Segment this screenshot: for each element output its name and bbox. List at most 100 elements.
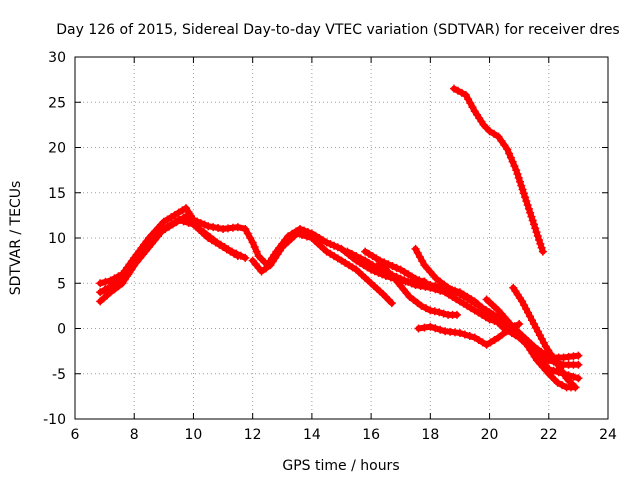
data-point bbox=[421, 304, 430, 313]
data-point bbox=[515, 319, 524, 328]
data-point bbox=[482, 124, 491, 133]
data-point bbox=[530, 352, 539, 361]
data-point bbox=[502, 327, 511, 336]
data-point bbox=[192, 221, 201, 230]
data-point bbox=[100, 285, 109, 294]
data-point bbox=[503, 145, 512, 154]
data-point bbox=[539, 338, 548, 347]
data-point bbox=[431, 281, 440, 290]
data-point bbox=[467, 304, 476, 313]
series-arc-3 bbox=[96, 211, 250, 297]
y-tick-label: -5 bbox=[52, 367, 66, 383]
data-point bbox=[343, 247, 352, 256]
series-layer bbox=[96, 84, 583, 392]
data-point bbox=[532, 228, 541, 237]
data-point bbox=[430, 307, 439, 316]
data-point bbox=[468, 103, 477, 112]
data-point bbox=[384, 296, 393, 305]
data-point bbox=[451, 328, 460, 337]
data-point bbox=[439, 309, 448, 318]
chart-title: Day 126 of 2015, Sidereal Day-to-day VTE… bbox=[56, 22, 619, 38]
data-point bbox=[550, 375, 559, 384]
data-point bbox=[510, 161, 519, 170]
y-tick-label: 20 bbox=[48, 141, 66, 157]
data-point bbox=[96, 288, 105, 297]
x-tick-label: 6 bbox=[71, 427, 80, 443]
y-tick-label: 30 bbox=[48, 50, 66, 66]
data-point bbox=[478, 338, 487, 347]
data-point bbox=[402, 289, 411, 298]
data-point bbox=[392, 263, 401, 272]
data-point bbox=[521, 339, 530, 348]
data-point bbox=[526, 208, 535, 217]
data-point bbox=[535, 235, 544, 244]
data-point bbox=[120, 272, 129, 281]
data-point bbox=[513, 170, 522, 179]
x-tick-label: 18 bbox=[421, 427, 439, 443]
data-point bbox=[440, 280, 449, 289]
data-point bbox=[452, 295, 461, 304]
data-point bbox=[298, 230, 307, 239]
y-axis-title: SDTVAR / TECUs bbox=[8, 181, 24, 296]
x-tick-label: 14 bbox=[303, 427, 321, 443]
data-point bbox=[436, 325, 445, 334]
data-point bbox=[372, 254, 381, 263]
data-point bbox=[414, 324, 423, 333]
data-point bbox=[528, 216, 537, 225]
plot-frame bbox=[74, 56, 609, 420]
data-point bbox=[522, 197, 531, 206]
data-point bbox=[290, 232, 299, 241]
data-point bbox=[422, 279, 431, 288]
data-point bbox=[243, 229, 252, 238]
data-point bbox=[551, 357, 560, 366]
data-point bbox=[209, 223, 218, 232]
x-tick-label: 22 bbox=[540, 427, 558, 443]
data-point bbox=[252, 247, 261, 256]
data-point bbox=[516, 177, 525, 186]
data-point bbox=[200, 220, 209, 229]
data-point bbox=[467, 296, 476, 305]
y-tick-label: 25 bbox=[48, 95, 66, 111]
data-point bbox=[241, 253, 250, 262]
data-point bbox=[101, 277, 110, 286]
data-point bbox=[536, 239, 545, 248]
data-point bbox=[529, 220, 538, 229]
data-point bbox=[418, 277, 427, 286]
data-point bbox=[569, 372, 578, 381]
data-point bbox=[491, 303, 500, 312]
y-tick-label: -10 bbox=[43, 412, 66, 428]
data-point bbox=[533, 232, 542, 241]
data-point bbox=[451, 287, 460, 296]
data-point bbox=[497, 136, 506, 145]
data-point bbox=[352, 252, 361, 261]
data-point bbox=[372, 263, 381, 272]
data-point bbox=[236, 251, 245, 260]
data-point bbox=[426, 306, 435, 315]
data-point bbox=[407, 279, 416, 288]
data-point bbox=[333, 254, 342, 263]
data-point bbox=[348, 263, 357, 272]
data-point bbox=[457, 88, 466, 97]
x-tick-label: 16 bbox=[362, 427, 380, 443]
data-point bbox=[481, 305, 490, 314]
data-point bbox=[387, 271, 396, 280]
data-point bbox=[527, 316, 536, 325]
data-point bbox=[448, 310, 457, 319]
data-point bbox=[254, 263, 263, 272]
data-point bbox=[503, 316, 512, 325]
data-point bbox=[569, 360, 578, 369]
data-point bbox=[404, 277, 413, 286]
series-arc-9 bbox=[414, 319, 524, 349]
data-point bbox=[512, 326, 521, 335]
data-point bbox=[477, 117, 486, 126]
data-point bbox=[558, 381, 567, 390]
series-trace bbox=[97, 216, 241, 305]
data-point bbox=[204, 222, 213, 231]
data-point bbox=[261, 264, 270, 273]
data-point bbox=[490, 335, 499, 344]
data-point bbox=[429, 271, 438, 280]
x-axis-title: GPS time / hours bbox=[282, 458, 399, 474]
grid bbox=[75, 57, 608, 419]
x-tick-label: 10 bbox=[185, 427, 203, 443]
